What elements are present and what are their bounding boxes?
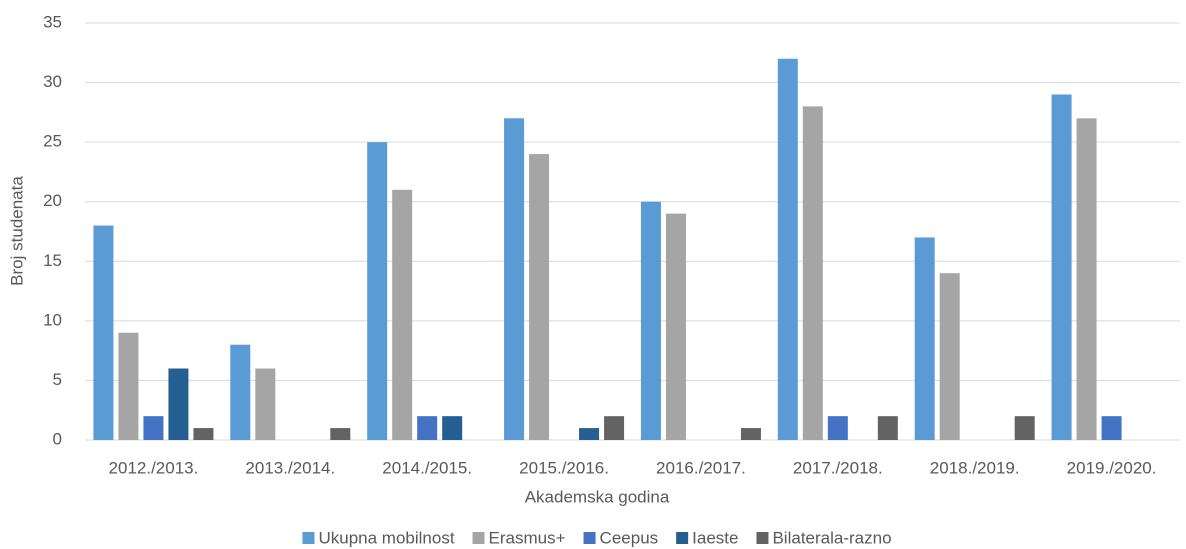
bar: [1076, 118, 1097, 441]
y-tick-label: 35: [43, 12, 62, 31]
legend-swatch: [676, 532, 689, 544]
bar: [802, 106, 823, 441]
bar: [367, 142, 388, 440]
bar: [118, 332, 139, 440]
x-tick-label: 2015./2016.: [519, 458, 609, 477]
bar: [230, 344, 251, 440]
bar: [777, 58, 798, 440]
bar: [604, 416, 625, 440]
legend-label: Ukupna mobilnost: [318, 528, 454, 547]
bar: [1101, 416, 1122, 440]
bar: [193, 428, 214, 440]
y-tick-label: 30: [43, 72, 62, 91]
bar: [579, 428, 600, 440]
x-tick-label: 2012./2013.: [109, 458, 199, 477]
bar: [143, 416, 164, 440]
bar: [1051, 94, 1072, 440]
bar: [392, 189, 413, 440]
x-tick-label: 2016./2017.: [656, 458, 746, 477]
y-tick-label: 5: [53, 370, 62, 389]
x-axis-label: Akademska godina: [525, 487, 670, 506]
legend-label: Iaeste: [692, 528, 738, 547]
bar: [640, 201, 661, 440]
y-axis-label: Broj studenata: [7, 176, 26, 286]
x-tick-label: 2017./2018.: [793, 458, 883, 477]
bar: [93, 225, 114, 440]
legend-label: Ceepus: [600, 528, 659, 547]
x-tick-label: 2014./2015.: [382, 458, 472, 477]
bar: [504, 118, 525, 441]
legend-label: Bilaterala-razno: [772, 528, 891, 547]
legend-label: Erasmus+: [489, 528, 566, 547]
legend-swatch: [302, 532, 315, 544]
legend-swatch: [583, 532, 596, 544]
y-tick-label: 20: [43, 191, 62, 210]
x-tick-label: 2018./2019.: [930, 458, 1020, 477]
legend-swatch: [756, 532, 769, 544]
bar: [417, 416, 438, 440]
bar: [255, 368, 276, 440]
bar: [827, 416, 848, 440]
bar: [330, 428, 351, 440]
bar: [529, 154, 550, 441]
y-tick-label: 25: [43, 132, 62, 151]
x-tick-label: 2019./2020.: [1067, 458, 1157, 477]
x-tick-label: 2013./2014.: [245, 458, 335, 477]
y-tick-label: 15: [43, 251, 62, 270]
bar: [740, 428, 761, 440]
y-tick-label: 10: [43, 310, 62, 329]
y-tick-label: 0: [53, 429, 62, 448]
bar: [442, 416, 463, 440]
bar: [877, 416, 898, 440]
bar: [1014, 416, 1035, 440]
bar: [914, 237, 935, 440]
bar: [665, 213, 686, 440]
legend-swatch: [472, 532, 485, 544]
bar: [168, 368, 189, 440]
bar: [939, 273, 960, 440]
